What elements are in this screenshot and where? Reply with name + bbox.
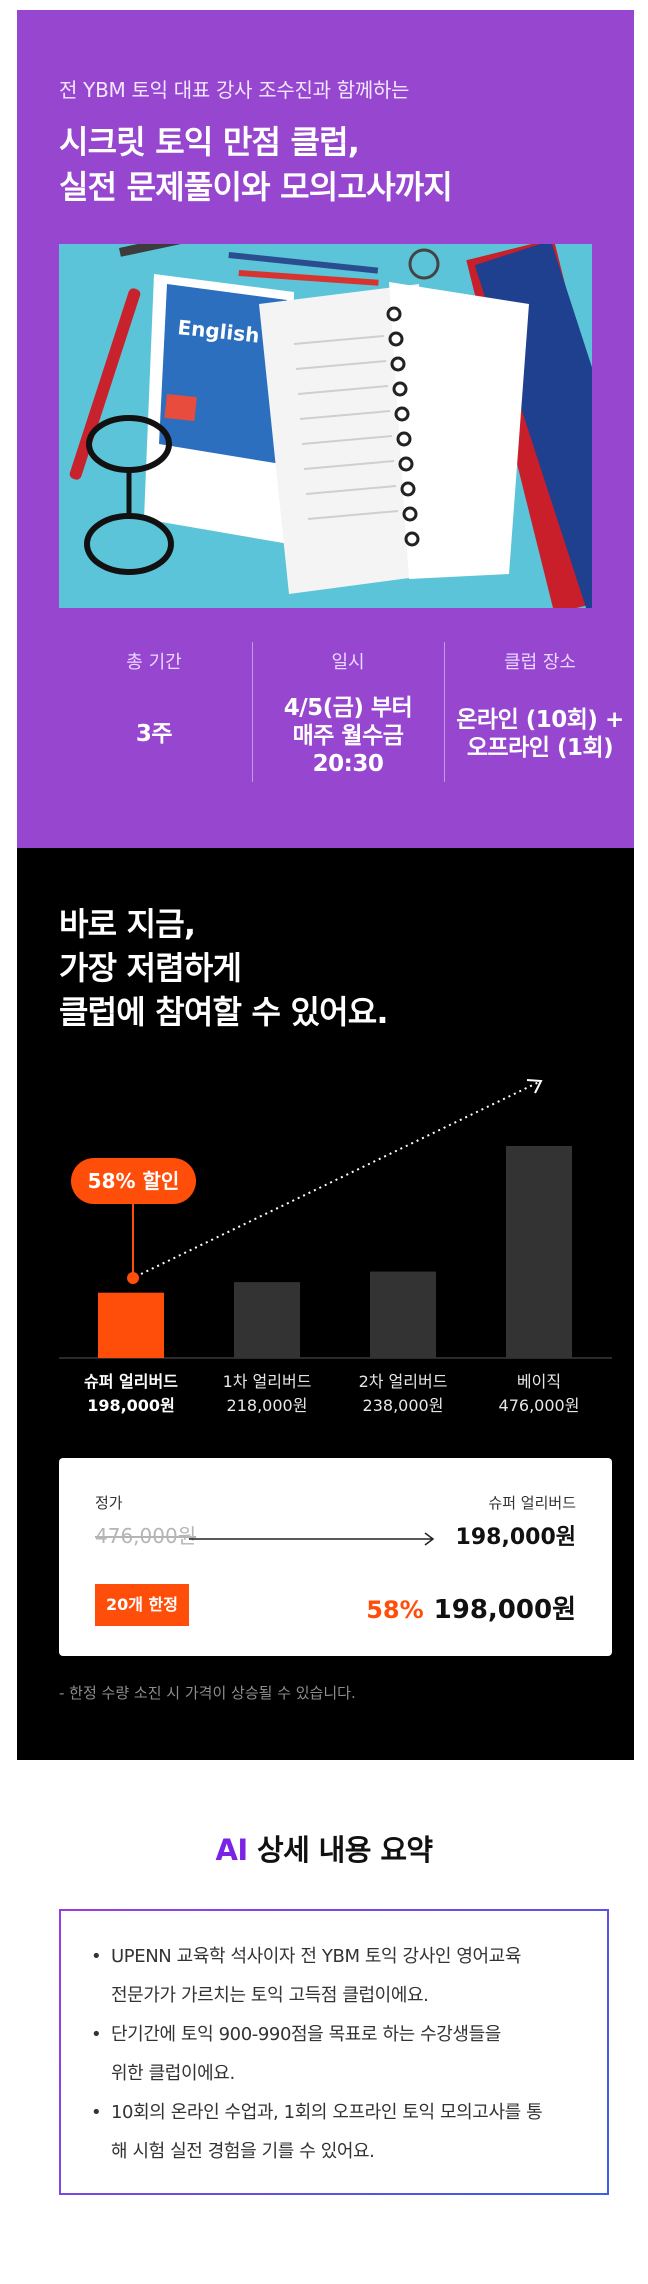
- pricing-section: 바로 지금, 가장 저렴하게 클럽에 참여할 수 있어요. 슈퍼 얼리버드 198…: [17, 848, 634, 1760]
- chart-bar: [98, 1292, 164, 1358]
- info-value-line: 3주: [135, 721, 173, 747]
- info-schedule-value: 4/5(금) 부터 매주 월수금 20:30: [253, 694, 443, 778]
- club-info-row: 총 기간 3주 일시 4/5(금) 부터 매주 월수금 20:30 클럽 장소 …: [59, 642, 634, 782]
- trend-dotted-line: [140, 1081, 540, 1275]
- discount-marker-dot: [127, 1272, 139, 1284]
- info-period-label: 총 기간: [126, 652, 182, 673]
- discount-badge: 58% 할인: [71, 1158, 196, 1204]
- bar-price-label: 198,000원: [87, 1396, 175, 1415]
- list-item-line: 단기간에 토익 900-990점을 목표로 하는 수강생들을: [111, 2024, 501, 2045]
- regular-price: 476,000원: [95, 1524, 197, 1548]
- info-value-line: 20:30: [312, 751, 384, 777]
- info-value-line: 4/5(금) 부터: [283, 695, 413, 721]
- bar-category-label: 슈퍼 얼리버드: [84, 1372, 178, 1391]
- bar-category-label: 2차 얼리버드: [358, 1372, 448, 1391]
- hero-title: 시크릿 토익 만점 클럽, 실전 문제풀이와 모의고사까지: [59, 120, 453, 210]
- bar-label: 베이직 476,000원: [469, 1370, 609, 1418]
- info-location-label: 클럽 장소: [504, 652, 576, 673]
- hero-photo: English: [59, 244, 592, 608]
- bar-label: 1차 얼리버드 218,000원: [197, 1370, 337, 1418]
- list-item-line: 전문가가 가르치는 토익 고득점 클럽이에요.: [111, 1985, 429, 2006]
- list-item-line: 10회의 온라인 수업과, 1회의 오프라인 토익 모의고사를 통: [111, 2102, 543, 2123]
- pricing-title-line: 가장 저렴하게: [59, 949, 242, 987]
- price-card: 정가 476,000원 슈퍼 얼리버드 198,000원 20개 한정 58% 1…: [59, 1458, 612, 1656]
- info-value-line: 오프라인 (1회): [466, 735, 614, 761]
- regular-price-label: 정가: [95, 1494, 123, 1512]
- trend-arrow-icon: [526, 1079, 543, 1094]
- pricing-title: 바로 지금, 가장 저렴하게 클럽에 참여할 수 있어요.: [59, 902, 389, 1034]
- list-item: 10회의 온라인 수업과, 1회의 오프라인 토익 모의고사를 통해 시험 실전…: [91, 2093, 591, 2171]
- ai-heading-accent: AI: [215, 1833, 248, 1867]
- hero-subtitle: 전 YBM 토익 대표 강사 조수진과 함께하는: [59, 78, 410, 102]
- info-schedule-label: 일시: [331, 652, 365, 673]
- ai-summary-heading: AI 상세 내용 요약: [0, 1827, 648, 1869]
- arrow-right-icon: [189, 1532, 435, 1546]
- limit-badge: 20개 한정: [95, 1584, 189, 1626]
- bar-category-label: 1차 얼리버드: [222, 1372, 312, 1391]
- pricing-title-line: 바로 지금,: [59, 905, 196, 943]
- info-value-line: 온라인 (10회) +: [456, 707, 624, 733]
- bar-label: 슈퍼 얼리버드 198,000원: [61, 1370, 201, 1418]
- info-location: 클럽 장소 온라인 (10회) + 오프라인 (1회): [444, 642, 635, 782]
- bar-category-label: 베이직: [516, 1372, 562, 1391]
- pricing-title-line: 클럽에 참여할 수 있어요.: [59, 993, 389, 1031]
- ai-heading-text: 상세 내용 요약: [247, 1833, 433, 1867]
- hero-title-line: 시크릿 토익 만점 클럽,: [59, 123, 360, 161]
- info-schedule: 일시 4/5(금) 부터 매주 월수금 20:30: [252, 642, 443, 782]
- info-period: 총 기간 3주: [59, 642, 249, 782]
- info-period-value: 3주: [59, 720, 249, 748]
- info-location-value: 온라인 (10회) + 오프라인 (1회): [445, 706, 635, 762]
- chart-bar: [506, 1146, 572, 1358]
- bar-price-label: 218,000원: [226, 1396, 308, 1415]
- hero-title-line: 실전 문제풀이와 모의고사까지: [59, 168, 453, 206]
- chart-bar: [234, 1282, 300, 1358]
- price-bar-chart: [59, 1079, 612, 1359]
- final-price: 58% 198,000원: [366, 1589, 576, 1626]
- final-discount-percent: 58%: [366, 1596, 424, 1624]
- price-note: - 한정 수량 소진 시 가격이 상승될 수 있습니다.: [59, 1684, 356, 1702]
- list-item-line: 위한 클럽이에요.: [111, 2063, 235, 2084]
- hero-section: 전 YBM 토익 대표 강사 조수진과 함께하는 시크릿 토익 만점 클럽, 실…: [17, 10, 634, 848]
- list-item-line: 해 시험 실전 경험을 기를 수 있어요.: [111, 2141, 375, 2162]
- tier-price: 198,000원: [455, 1525, 576, 1550]
- chart-bar: [370, 1271, 436, 1358]
- bar-label: 2차 얼리버드 238,000원: [333, 1370, 473, 1418]
- bar-price-label: 476,000원: [498, 1396, 580, 1415]
- notebook-illustration: English: [59, 244, 592, 608]
- bar-price-label: 238,000원: [362, 1396, 444, 1415]
- list-item-line: UPENN 교육학 석사이자 전 YBM 토익 강사인 영어교육: [111, 1946, 521, 1967]
- final-price-amount: 198,000원: [433, 1595, 576, 1625]
- tier-label: 슈퍼 얼리버드: [488, 1494, 576, 1512]
- info-value-line: 매주 월수금: [292, 723, 404, 749]
